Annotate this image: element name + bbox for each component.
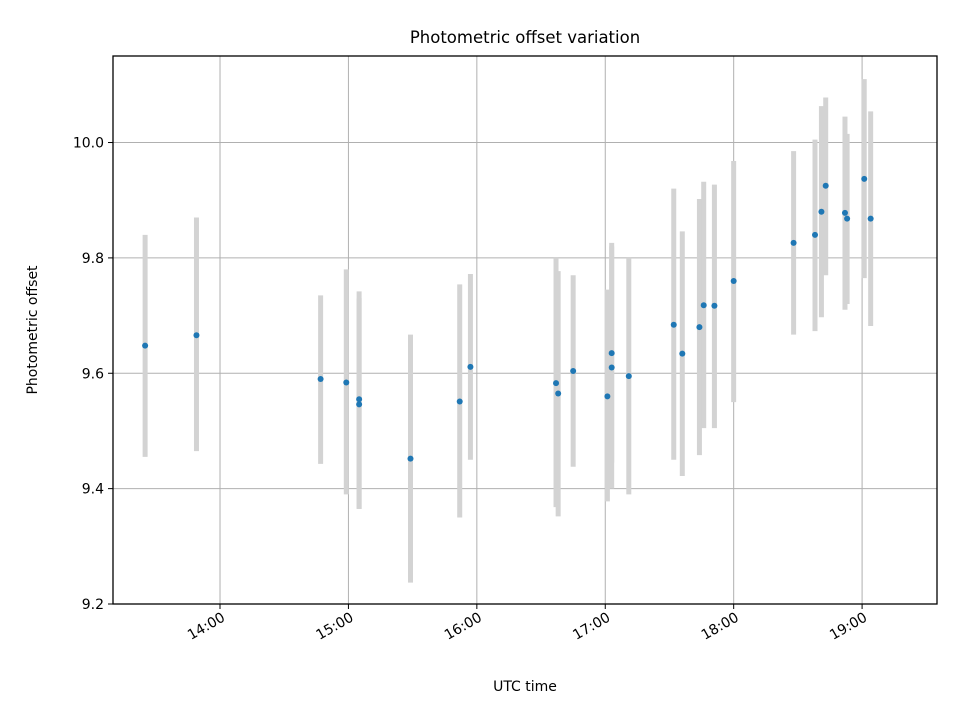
plot-frame [112, 55, 938, 605]
chart-title: Photometric offset variation [410, 28, 640, 47]
data-point [193, 332, 200, 339]
data-point [356, 401, 363, 408]
data-point [317, 376, 324, 383]
data-point [812, 231, 819, 238]
data-point [343, 379, 350, 386]
data-point [570, 367, 577, 374]
data-point [670, 321, 677, 328]
data-point [818, 208, 825, 215]
data-point [844, 215, 851, 222]
data-point [790, 239, 797, 246]
y-tick-label: 9.8 [82, 251, 104, 267]
y-axis-label: Photometric offset [25, 265, 41, 395]
x-tick-label: 14:00 [185, 610, 228, 644]
data-point [608, 350, 615, 357]
data-point [700, 302, 707, 309]
y-tick-label: 9.4 [82, 482, 104, 498]
y-axis-ticks: 9.2 9.4 9.6 9.8 10.0 [73, 136, 113, 613]
x-axis-ticks: 14:00 15:00 16:00 17:00 18:00 19:00 [185, 604, 870, 644]
data-point [625, 373, 632, 380]
data-points [142, 175, 874, 462]
data-point [608, 364, 615, 371]
data-point [356, 396, 363, 403]
data-point [730, 277, 737, 284]
data-point [867, 215, 874, 222]
data-point [679, 350, 686, 357]
error-bars [142, 79, 874, 583]
data-point [711, 302, 718, 309]
x-tick-label: 16:00 [442, 610, 485, 644]
data-point [696, 324, 703, 331]
y-tick-label: 10.0 [73, 136, 104, 152]
data-point [841, 209, 848, 216]
data-point [553, 380, 560, 387]
data-point [142, 342, 149, 349]
data-point [604, 393, 611, 400]
data-point [467, 363, 474, 370]
y-tick-label: 9.2 [82, 597, 104, 613]
data-point [555, 390, 562, 397]
x-tick-label: 19:00 [827, 610, 870, 644]
data-point [456, 398, 463, 405]
x-tick-label: 17:00 [570, 610, 613, 644]
x-axis-label: UTC time [493, 679, 557, 695]
data-point [861, 175, 868, 182]
data-point [407, 455, 414, 462]
y-tick-label: 9.6 [82, 366, 104, 382]
x-tick-label: 18:00 [699, 610, 742, 644]
x-tick-label: 15:00 [313, 610, 356, 644]
data-point [822, 182, 829, 189]
